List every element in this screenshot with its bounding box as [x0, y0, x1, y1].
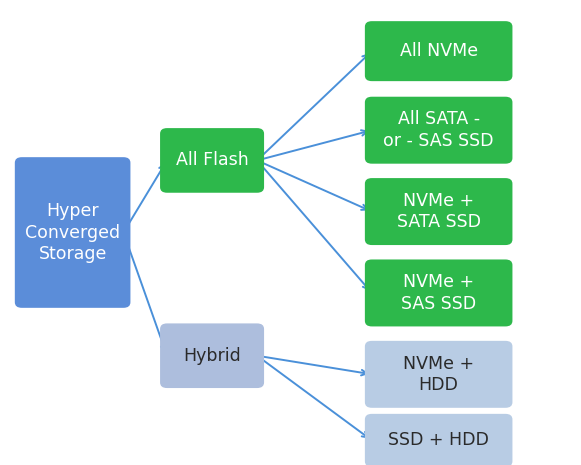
FancyBboxPatch shape	[160, 324, 264, 388]
FancyBboxPatch shape	[365, 259, 512, 326]
Text: Hyper
Converged
Storage: Hyper Converged Storage	[25, 202, 120, 263]
Text: NVMe +
SAS SSD: NVMe + SAS SSD	[401, 273, 476, 312]
Text: Hybrid: Hybrid	[183, 347, 241, 365]
Text: All Flash: All Flash	[175, 152, 249, 169]
Text: NVMe +
HDD: NVMe + HDD	[403, 355, 474, 394]
Text: All SATA -
or - SAS SSD: All SATA - or - SAS SSD	[383, 111, 494, 150]
Text: SSD + HDD: SSD + HDD	[388, 432, 489, 449]
FancyBboxPatch shape	[365, 414, 512, 465]
FancyBboxPatch shape	[365, 178, 512, 245]
FancyBboxPatch shape	[15, 157, 130, 308]
FancyBboxPatch shape	[365, 21, 512, 81]
FancyBboxPatch shape	[365, 97, 512, 164]
Text: All NVMe: All NVMe	[400, 42, 478, 60]
FancyBboxPatch shape	[365, 341, 512, 408]
Text: NVMe +
SATA SSD: NVMe + SATA SSD	[397, 192, 480, 231]
FancyBboxPatch shape	[160, 128, 264, 193]
